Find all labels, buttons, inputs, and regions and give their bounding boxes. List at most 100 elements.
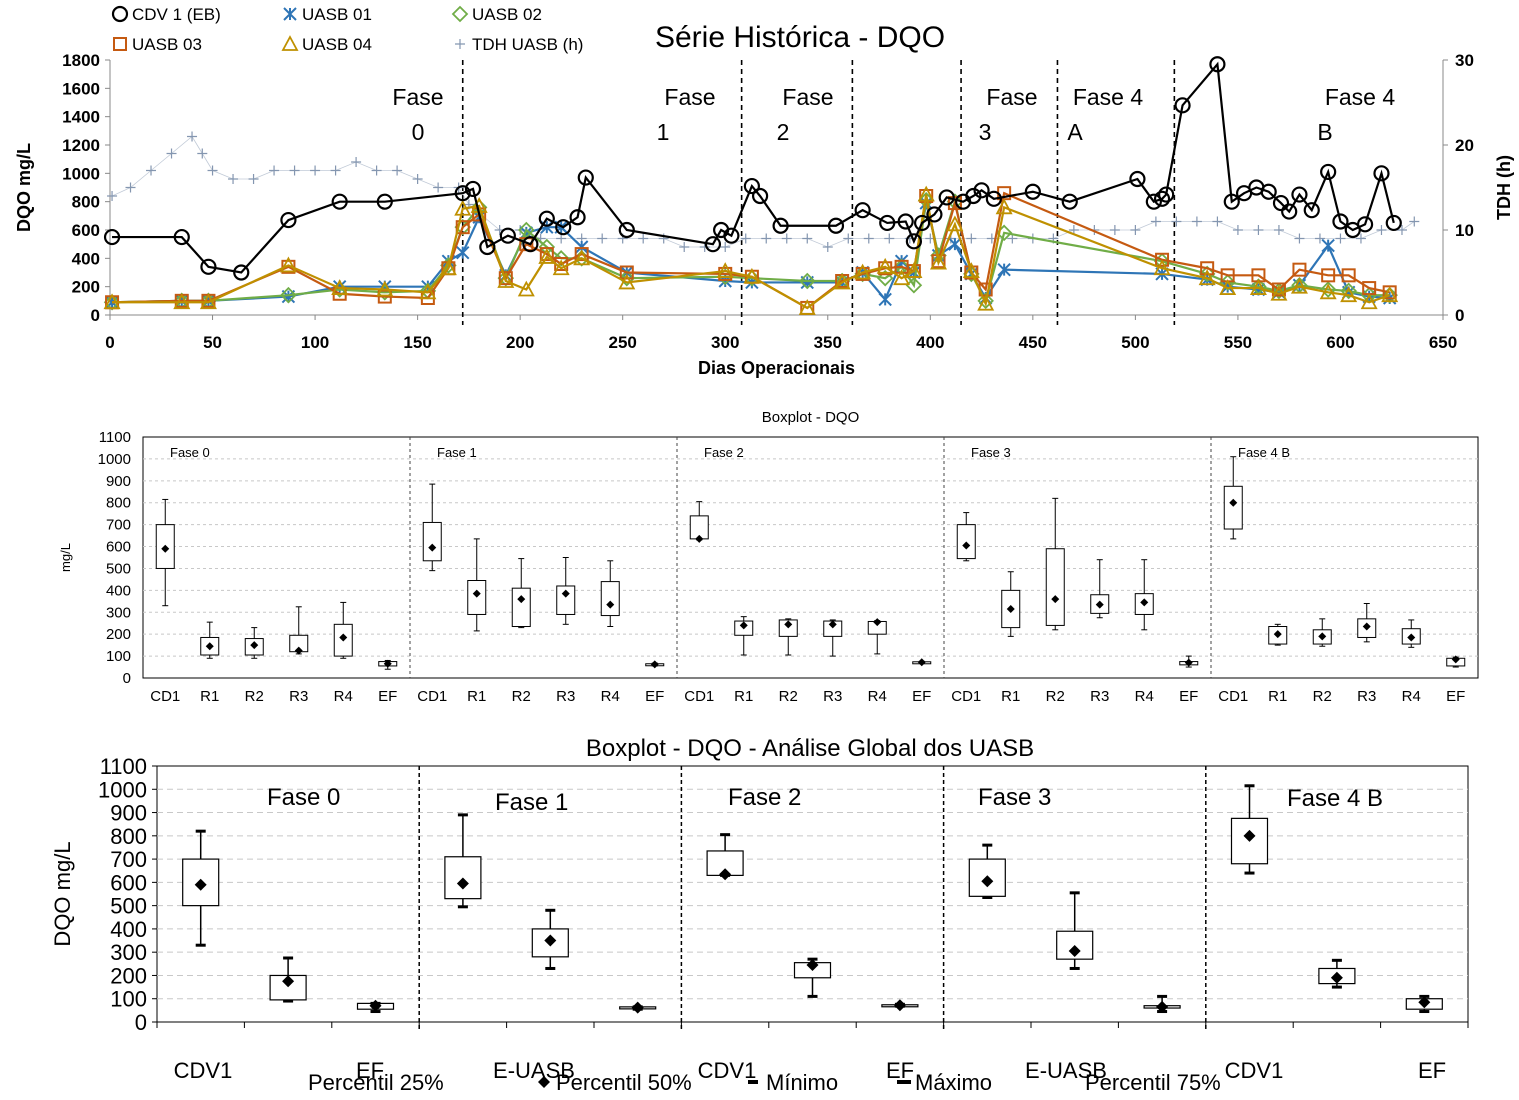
series-line	[112, 191, 1390, 310]
legend-label: UASB 04	[302, 35, 372, 54]
phase-label: Fase 0	[267, 784, 340, 811]
phase-label-sub: A	[1067, 119, 1083, 145]
data-point	[855, 266, 870, 281]
data-point	[1273, 225, 1284, 235]
data-point	[1319, 281, 1337, 298]
legend-label: UASB 01	[302, 5, 372, 24]
box-median	[784, 620, 793, 629]
x-label: EF	[886, 1058, 914, 1083]
y2-tick-label: 10	[1455, 221, 1474, 240]
data-point	[455, 220, 470, 235]
data-point	[876, 269, 894, 287]
x-tick-label: R1	[1268, 688, 1287, 705]
data-point	[1321, 238, 1335, 253]
legend-marker	[113, 37, 127, 51]
data-point	[1292, 262, 1307, 277]
phase-label: Fase 3	[978, 784, 1051, 811]
data-point	[1200, 261, 1215, 276]
data-point	[281, 259, 296, 274]
data-point	[1321, 268, 1336, 283]
data-point	[948, 237, 962, 251]
box-median	[294, 646, 303, 655]
plot-frame	[142, 436, 1479, 679]
x-tick-label: R2	[245, 688, 264, 705]
box	[600, 560, 620, 628]
box	[1045, 497, 1065, 631]
data-point	[917, 185, 935, 202]
data-point	[1153, 259, 1171, 276]
y-tick-label: 1100	[100, 754, 147, 779]
box	[378, 659, 398, 670]
phase-label: Fase	[986, 84, 1037, 110]
box-median	[428, 543, 437, 552]
box-median	[369, 999, 382, 1012]
data-point	[200, 258, 217, 275]
y-tick-label: 700	[106, 517, 131, 534]
x-tick-label: 300	[711, 333, 739, 352]
box-median	[339, 633, 348, 642]
box-body	[1223, 485, 1243, 530]
boxplot-chart: Boxplot - DQO 0 100 200 300 400 500 600 700 800 90…	[58, 409, 1479, 705]
data-point	[1150, 216, 1161, 227]
data-point	[522, 236, 539, 253]
box-median	[695, 534, 704, 543]
data-point	[1249, 279, 1267, 295]
x-tick-label: 0	[105, 333, 114, 352]
legend-label: CDV 1 (EB)	[132, 5, 221, 24]
series-uasb-04	[103, 185, 1399, 315]
y-tick-label: 600	[110, 870, 147, 895]
y-tick-label: 700	[110, 847, 147, 872]
y-tick-label: 500	[106, 560, 131, 577]
data-point	[1340, 286, 1358, 303]
phase-label-sub: 0	[412, 119, 425, 145]
data-point	[454, 199, 472, 216]
data-point	[854, 263, 872, 280]
x-tick-label: EF	[912, 688, 931, 705]
data-point	[854, 202, 871, 219]
legend-marker	[455, 39, 465, 49]
data-point	[228, 174, 239, 184]
x-tick-label: CD1	[951, 688, 981, 705]
data-point	[574, 247, 589, 262]
box	[200, 621, 220, 659]
data-point	[1212, 216, 1223, 227]
data-point	[772, 217, 789, 234]
box-median	[1095, 600, 1104, 609]
y-tick-label: 800	[72, 193, 100, 212]
y-tick-label: 200	[106, 626, 131, 643]
data-point	[280, 286, 297, 304]
data-point	[761, 233, 772, 244]
data-point	[893, 269, 911, 286]
box-median	[873, 618, 882, 627]
legend-label: UASB 03	[132, 35, 202, 54]
data-point	[618, 269, 636, 287]
y2-axis-title: TDH (h)	[1494, 155, 1514, 220]
y-tick-label: 100	[110, 987, 147, 1012]
box-median	[1068, 945, 1081, 958]
data-point	[965, 187, 982, 205]
box	[734, 616, 754, 656]
data-point	[197, 148, 208, 159]
x-tick-label: R3	[289, 688, 308, 705]
phase-label: Fase 3	[971, 445, 1011, 460]
data-point	[187, 131, 198, 142]
x-tick-label: EF	[645, 688, 664, 705]
data-point	[1294, 233, 1305, 244]
data-point	[392, 165, 403, 176]
x-tick-label: R4	[868, 688, 887, 705]
x-tick-label: 600	[1326, 333, 1354, 352]
x-tick-label: R1	[1001, 688, 1020, 705]
data-point	[1209, 56, 1226, 73]
x-tick-label: R2	[512, 688, 531, 705]
data-point	[1253, 225, 1264, 235]
phase-label: Fase 1	[437, 445, 477, 460]
box	[956, 512, 976, 562]
y-tick-label: 0	[91, 306, 100, 325]
data-point	[1381, 286, 1399, 303]
data-point	[125, 182, 136, 193]
box	[511, 558, 531, 629]
series-uasb-02	[103, 191, 1398, 311]
legend-marker	[451, 5, 469, 23]
data-point	[1174, 97, 1191, 114]
box	[1401, 619, 1421, 648]
